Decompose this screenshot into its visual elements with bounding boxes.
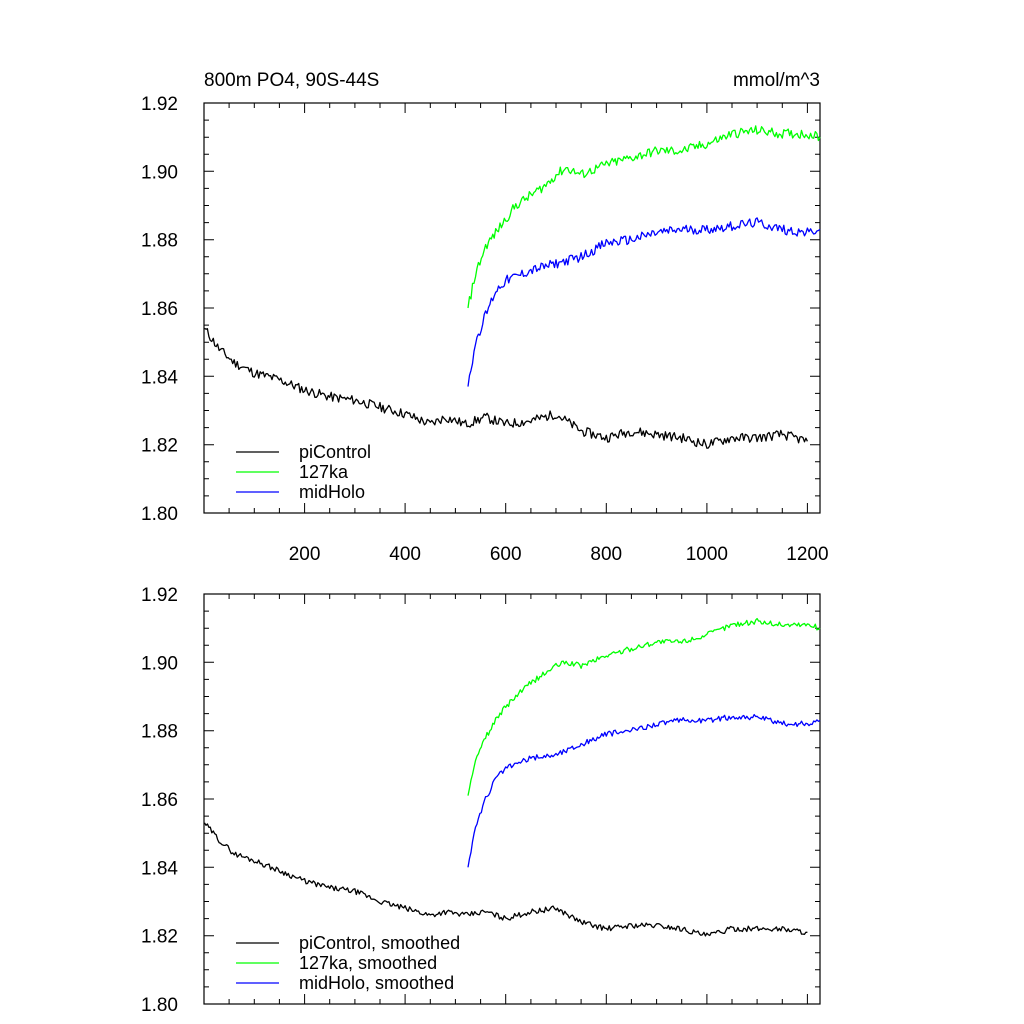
series-line-127ka-smoothed: [467, 617, 821, 796]
axis-ticks-bottom: [204, 593, 820, 1005]
legend-label: midHolo, smoothed: [299, 973, 454, 993]
top-panel: 800m PO4, 90S-44S mmol/m^3 1.801.821.841…: [141, 70, 829, 565]
x-axis-labels-top: 200 400 600 800 1000 1200: [289, 544, 829, 565]
y-tick-label: 1.88: [141, 231, 178, 252]
tick-marks: [204, 102, 820, 514]
y-tick-label: 1.80: [141, 504, 178, 525]
series-lines-top: [204, 125, 821, 449]
series-line-picontrol-smoothed: [203, 822, 808, 937]
plot-frame-bottom: [203, 593, 821, 1005]
chart-title: 800m PO4, 90S-44S: [204, 70, 379, 91]
legend-label: 127ka: [299, 462, 349, 482]
series-line-midholo: [467, 217, 821, 387]
x-tick-label: 1000: [686, 544, 728, 565]
y-tick-label: 1.86: [141, 299, 178, 320]
y-tick-label: 1.80: [141, 995, 178, 1016]
y-tick-label: 1.90: [141, 653, 178, 674]
tick-marks: [204, 593, 820, 1005]
y-tick-label: 1.86: [141, 790, 178, 811]
y-tick-label: 1.84: [141, 367, 178, 388]
y-tick-label: 1.88: [141, 722, 178, 743]
y-tick-label: 1.82: [141, 927, 178, 948]
y-tick-label: 1.90: [141, 162, 178, 183]
series-line-picontrol: [204, 327, 808, 449]
y-axis-labels-bottom: 1.80 1.82 1.84 1.86 1.88 1.90 1.92: [141, 585, 178, 1016]
series-line-midholo-smoothed: [467, 713, 821, 868]
legend-label: midHolo: [299, 482, 365, 502]
y-tick-label: 1.92: [141, 585, 178, 606]
y-axis-labels-top: 1.80 1.82 1.84 1.86 1.88 1.90 1.92: [141, 94, 178, 525]
legend-label: piControl: [299, 442, 371, 462]
x-tick-label: 400: [389, 544, 421, 565]
legend-label: piControl, smoothed: [299, 933, 460, 953]
x-tick-label: 800: [590, 544, 622, 565]
axis-ticks-top: [204, 102, 820, 514]
y-tick-label: 1.84: [141, 858, 178, 879]
x-tick-label: 200: [289, 544, 321, 565]
plot-frame-top: [203, 102, 821, 514]
units-label: mmol/m^3: [733, 70, 820, 91]
series-line-127ka: [467, 125, 821, 309]
x-tick-label: 1200: [786, 544, 828, 565]
y-tick-label: 1.82: [141, 436, 178, 457]
series-lines-bottom: [203, 617, 821, 937]
x-tick-label: 600: [490, 544, 522, 565]
y-tick-label: 1.92: [141, 94, 178, 115]
bottom-panel: 1.80 1.82 1.84 1.86 1.88 1.90 1.92 piControl, …: [141, 585, 821, 1016]
legend-label: 127ka, smoothed: [299, 953, 437, 973]
